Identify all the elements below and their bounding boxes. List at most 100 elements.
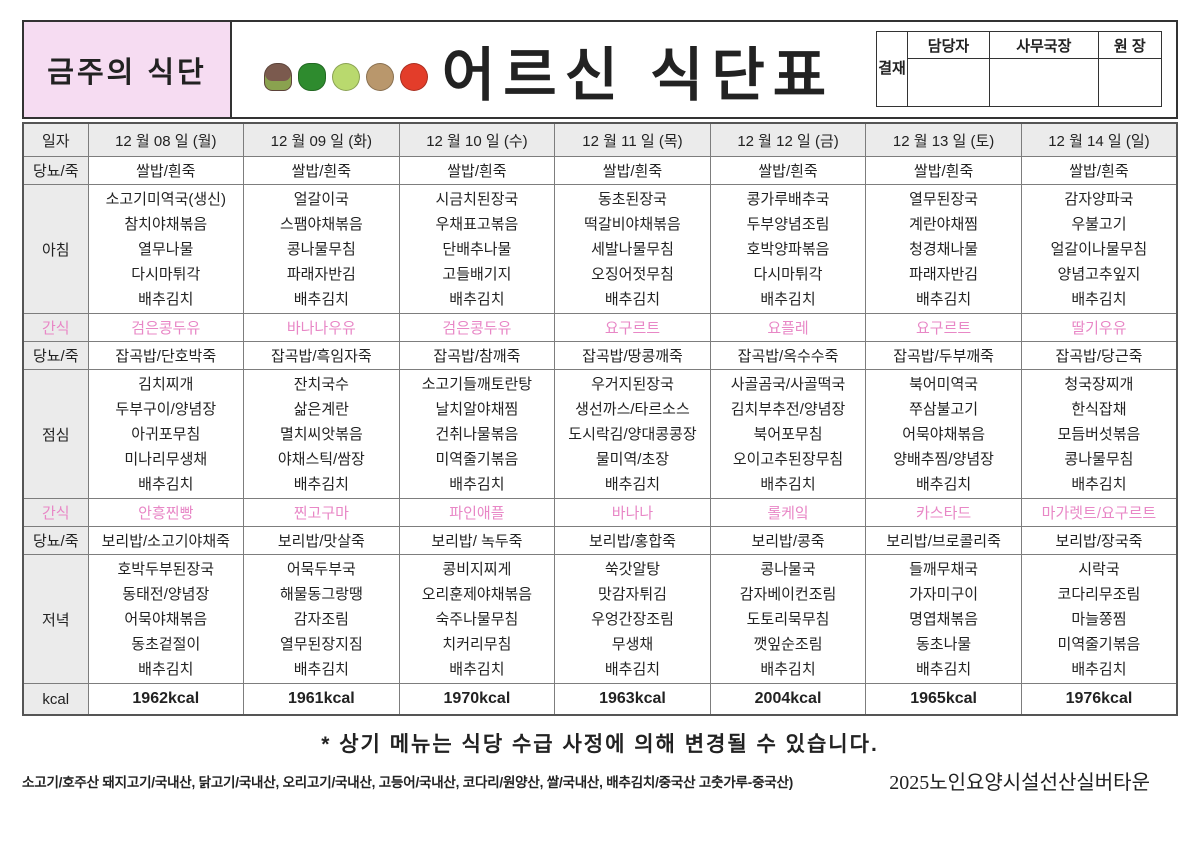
menu-item: 배추김치 <box>138 290 194 308</box>
approval-sign-cell <box>1097 58 1163 107</box>
kcal-cell: 1965kcal <box>865 683 1022 716</box>
menu-item: 시락국 <box>1078 560 1120 578</box>
dinner-cell: 어묵두부국 해물동그랑땡 감자조림 열무된장지짐 배추김치 <box>243 554 400 684</box>
menu-item: 미역줄기볶음 <box>435 450 519 468</box>
menu-item: 김치찌개 <box>138 375 194 393</box>
morning-rice-row: 당뇨/죽 쌀밥/흰죽 쌀밥/흰죽 쌀밥/흰죽 쌀밥/흰죽 쌀밥/흰죽 쌀밥/흰죽… <box>22 156 1178 185</box>
menu-item: 배추김치 <box>449 290 505 308</box>
date-cell: 12 월 10 일 (수) <box>398 122 556 157</box>
menu-item: 콩나물무침 <box>286 240 356 258</box>
lunch-cell: 우거지된장국 생선까스/타르소스 도시락김/양대콩콩장 물미역/초장 배추김치 <box>554 369 711 499</box>
date-row: 일자 12 월 08 일 (월) 12 월 09 일 (화) 12 월 10 일… <box>22 122 1178 157</box>
snack-cell: 요플레 <box>709 313 867 342</box>
rice-cell: 잡곡밥/참깨죽 <box>398 341 556 370</box>
menu-item: 소고기미역국(생신) <box>105 190 226 208</box>
menu-item: 콩나물무침 <box>1064 450 1134 468</box>
breakfast-cell: 감자양파국 우불고기 얼갈이나물무침 양념고추잎지 배추김치 <box>1020 184 1178 314</box>
snack-cell: 검은콩두유 <box>398 313 556 342</box>
row-label-lunch: 점심 <box>22 369 89 499</box>
menu-item: 가자미구이 <box>909 585 979 603</box>
menu-item: 숙주나물무침 <box>435 610 519 628</box>
menu-item: 미역줄기볶음 <box>1057 635 1141 653</box>
menu-item: 야채스틱/쌈장 <box>277 450 365 468</box>
rice-cell: 잡곡밥/땅콩깨죽 <box>554 341 711 370</box>
kcal-cell: 1961kcal <box>243 683 400 716</box>
snack-cell: 찐고구마 <box>243 498 400 527</box>
rice-cell: 잡곡밥/흑임자죽 <box>243 341 400 370</box>
menu-item: 미나리무생채 <box>124 450 208 468</box>
menu-item: 참치야채볶음 <box>124 215 208 233</box>
menu-item: 어묵야채볶음 <box>124 610 208 628</box>
menu-item: 날치알야채찜 <box>435 400 519 418</box>
rice-cell: 잡곡밥/옥수수죽 <box>709 341 867 370</box>
breakfast-cell: 열무된장국 계란야채찜 청경채나물 파래자반김 배추김치 <box>865 184 1022 314</box>
menu-item: 열무된장지짐 <box>279 635 363 653</box>
kcal-row: kcal 1962kcal 1961kcal 1970kcal 1963kcal… <box>22 683 1178 716</box>
menu-item: 오리훈제야채볶음 <box>421 585 533 603</box>
menu-item: 코다리무조림 <box>1057 585 1141 603</box>
menu-item: 동초나물 <box>915 635 972 653</box>
snack-cell: 바나나 <box>554 498 711 527</box>
menu-item: 들깨무채국 <box>909 560 979 578</box>
menu-item: 생선까스/타르소스 <box>575 400 690 418</box>
menu-item: 잔치국수 <box>293 375 349 393</box>
menu-item: 어묵야채볶음 <box>902 425 985 443</box>
lunch-cell: 청국장찌개 한식잡채 모듬버섯볶음 콩나물무침 배추김치 <box>1020 369 1178 499</box>
menu-item: 양배추찜/양념장 <box>893 450 994 468</box>
snack-cell: 바나나우유 <box>243 313 400 342</box>
menu-item: 배추김치 <box>449 475 505 493</box>
menu-item: 호박양파볶음 <box>746 240 830 258</box>
rice-cell: 쌀밥/흰죽 <box>865 156 1022 185</box>
menu-item: 배추김치 <box>1071 660 1127 678</box>
lunch-row: 점심 김치찌개 두부구이/양념장 아귀포무침 미나리무생채 배추김치 잔치국수 … <box>22 369 1178 499</box>
row-label-kcal: kcal <box>22 683 89 716</box>
lunch-cell: 소고기들깨토란탕 날치알야채찜 건취나물볶음 미역줄기볶음 배추김치 <box>398 369 556 499</box>
menu-item: 어묵두부국 <box>286 560 356 578</box>
menu-item: 우불고기 <box>1071 215 1127 233</box>
potato-icon <box>365 62 394 91</box>
rice-cell: 보리밥/홍합죽 <box>554 526 711 555</box>
menu-item: 깻잎순조림 <box>753 635 823 653</box>
breakfast-cell: 동초된장국 떡갈비야채볶음 세발나물무침 오징어젓무침 배추김치 <box>554 184 711 314</box>
menu-item: 북어포무침 <box>753 425 823 443</box>
menu-item: 도시락김/양대콩콩장 <box>568 425 697 443</box>
menu-item: 세발나물무침 <box>591 240 674 258</box>
menu-item: 청경채나물 <box>909 240 979 258</box>
menu-item: 열무나물 <box>138 240 194 258</box>
menu-item: 쑥갓알탕 <box>604 560 661 578</box>
menu-item: 파래자반김 <box>286 265 356 283</box>
menu-item: 배추김치 <box>915 475 972 493</box>
menu-item: 배추김치 <box>760 660 816 678</box>
rice-cell: 보리밥/ 녹두죽 <box>398 526 556 555</box>
date-cell: 12 월 14 일 (일) <box>1020 122 1178 157</box>
lunch-cell: 잔치국수 삶은계란 멸치씨앗볶음 야채스틱/쌈장 배추김치 <box>243 369 400 499</box>
lunch-rice-row: 당뇨/죽 잡곡밥/단호박죽 잡곡밥/흑임자죽 잡곡밥/참깨죽 잡곡밥/땅콩깨죽 … <box>22 341 1178 370</box>
menu-item: 배추김치 <box>138 660 194 678</box>
menu-item: 두부구이/양념장 <box>115 400 217 418</box>
dinner-cell: 들깨무채국 가자미구이 명엽채볶음 동초나물 배추김치 <box>865 554 1022 684</box>
dinner-cell: 호박두부된장국 동태전/양념장 어묵야채볶음 동초겉절이 배추김치 <box>87 554 245 684</box>
change-notice: * 상기 메뉴는 식당 수급 사정에 의해 변경될 수 있습니다. <box>321 733 879 756</box>
menu-item: 고들배기지 <box>442 265 512 283</box>
approval-box: 결재 담당자 사무국장 원 장 <box>876 30 1163 107</box>
lunch-cell: 사골곰국/사골떡국 김치부추전/양념장 북어포무침 오이고추된장무침 배추김치 <box>709 369 867 499</box>
snack-cell: 롤케잌 <box>709 498 867 527</box>
dinner-cell: 쑥갓알탕 맛감자튀김 우엉간장조림 무생채 배추김치 <box>554 554 711 684</box>
rice-cell: 쌀밥/흰죽 <box>1020 156 1178 185</box>
approval-sign-cell <box>988 58 1099 107</box>
menu-item: 배추김치 <box>604 290 661 308</box>
page-title: 어르신 식단표 <box>441 42 835 108</box>
breakfast-cell: 소고기미역국(생신) 참치야채볶음 열무나물 다시마튀각 배추김치 <box>87 184 245 314</box>
approval-col-manager: 담당자 <box>907 30 990 60</box>
menu-item: 건취나물볶음 <box>435 425 519 443</box>
header-title-area: 어르신 식단표 <box>232 22 866 117</box>
menu-item: 열무된장국 <box>909 190 979 208</box>
row-label-rice: 당뇨/죽 <box>22 526 89 555</box>
menu-item: 마늘쫑찜 <box>1071 610 1127 628</box>
menu-item: 멸치씨앗볶음 <box>279 425 363 443</box>
menu-item: 치커리무침 <box>442 635 512 653</box>
menu-item: 배추김치 <box>138 475 194 493</box>
facility-name: 2025노인요양시설선산실버타운 <box>889 772 1150 794</box>
menu-item: 명엽채볶음 <box>909 610 979 628</box>
menu-item: 배추김치 <box>760 290 816 308</box>
